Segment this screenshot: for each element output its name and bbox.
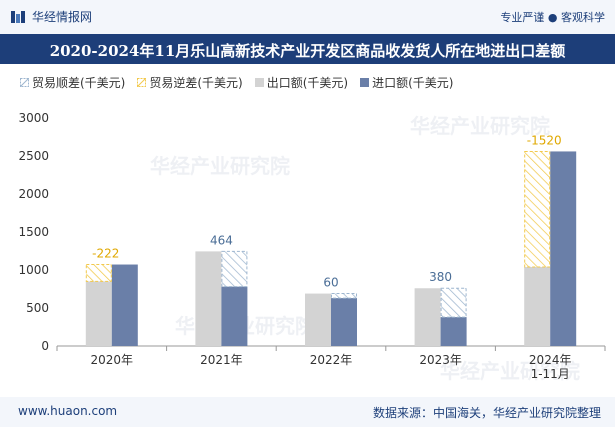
y-tick-label: 3000: [18, 111, 49, 125]
export-bar: [85, 281, 112, 346]
chart-plot: 0 500 1000 1500 2000 2500 3000 2020年 2021年 2022年…: [18, 111, 606, 381]
brand-name: 华经情报网: [32, 10, 93, 24]
balance-data-label: -222: [92, 247, 119, 261]
deficit-bar: [524, 150, 551, 268]
legend-label-surplus: 贸易顺差(千美元): [32, 76, 126, 90]
brand-logo-icon: [11, 10, 25, 23]
y-tick-label: 500: [26, 301, 49, 315]
legend-swatch-export-icon: [254, 78, 264, 87]
surplus-bar: [440, 287, 467, 318]
y-tick-label: 1500: [18, 225, 49, 239]
export-bar: [524, 266, 551, 346]
x-tick-label: 2020年: [91, 353, 134, 367]
export-bar: [195, 251, 222, 346]
legend-item-import: 进口额(千美元): [360, 74, 454, 91]
balance-data-label: 380: [429, 270, 452, 284]
import-bar: [550, 151, 577, 346]
legend-item-surplus: 贸易顺差(千美元): [20, 74, 125, 91]
import-bar: [440, 317, 467, 346]
balance-data-label: 464: [210, 233, 233, 247]
title-bar: 2020-2024年11月乐山高新技术产业开发区商品收发货人所在地进出口差额: [0, 34, 615, 64]
legend-item-deficit: 贸易逆差(千美元): [137, 74, 243, 91]
brand: 华经情报网: [10, 8, 92, 25]
y-tick-label: 2500: [18, 149, 49, 163]
x-tick-label: 2023年: [419, 353, 462, 367]
surplus-bar: [221, 250, 248, 288]
legend-label-deficit: 贸易逆差(千美元): [149, 76, 243, 90]
footer: www.huaon.com 数据来源：中国海关，华经产业研究院整理: [0, 397, 615, 427]
x-tick-label: 2024年: [529, 353, 572, 367]
deficit-bar: [85, 264, 112, 282]
x-tick-label: 1-11月: [531, 367, 570, 381]
slogan: 专业严谨 ● 客观科学: [500, 11, 605, 24]
legend-label-export: 出口额(千美元): [266, 76, 349, 90]
y-tick-label: 1000: [18, 263, 49, 277]
import-bar: [331, 298, 357, 346]
legend-swatch-import-icon: [360, 78, 370, 87]
import-bar: [111, 264, 138, 346]
legend-label-import: 进口额(千美元): [372, 76, 454, 90]
top-bar: 华经情报网 专业严谨 ● 客观科学: [0, 0, 615, 34]
import-bar: [221, 286, 248, 346]
footer-source: 数据来源：中国海关，华经产业研究院整理: [372, 406, 601, 420]
chart-title: 2020-2024年11月乐山高新技术产业开发区商品收发货人所在地进出口差额: [49, 42, 566, 60]
legend-swatch-surplus-icon: [20, 78, 29, 87]
y-tick-label: 2000: [18, 187, 49, 201]
balance-data-label: 60: [323, 276, 338, 290]
x-tick-label: 2021年: [200, 353, 243, 367]
balance-data-label: -1520: [527, 133, 562, 147]
surplus-bar: [331, 293, 357, 299]
export-bar: [305, 293, 331, 346]
y-tick-label: 0: [41, 339, 49, 353]
legend-item-export: 出口额(千美元): [254, 74, 349, 91]
legend-swatch-deficit-icon: [137, 78, 147, 87]
x-tick-label: 2022年: [310, 353, 353, 367]
chart-legend: 贸易顺差(千美元) 贸易逆差(千美元) 出口额(千美元) 进口额(千美元): [20, 74, 454, 91]
footer-url[interactable]: www.huaon.com: [18, 404, 118, 418]
export-bar: [414, 288, 441, 346]
